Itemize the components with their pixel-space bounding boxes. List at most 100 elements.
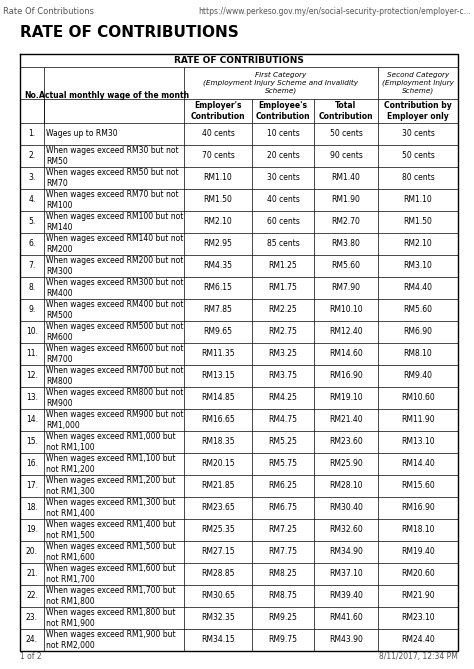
Text: RM18.35: RM18.35 [201,438,235,446]
Text: RM7.85: RM7.85 [203,306,232,314]
Text: RM2.70: RM2.70 [331,217,360,227]
Text: RM28.85: RM28.85 [201,569,235,579]
Text: RM19.40: RM19.40 [401,547,435,557]
Text: 30 cents: 30 cents [401,130,435,138]
Text: RM28.10: RM28.10 [329,482,363,490]
Text: RM15.60: RM15.60 [401,482,435,490]
Text: RM13.15: RM13.15 [201,371,235,381]
Text: RM34.90: RM34.90 [329,547,363,557]
Text: When wages exceed RM1,800 but
not RM1,900: When wages exceed RM1,800 but not RM1,90… [46,608,175,628]
Text: RM3.10: RM3.10 [403,262,432,270]
Text: When wages exceed RM50 but not
RM70: When wages exceed RM50 but not RM70 [46,169,179,188]
Text: RM8.10: RM8.10 [404,349,432,359]
Text: 19.: 19. [26,526,38,535]
Text: 2.: 2. [28,151,36,161]
Text: RM1.25: RM1.25 [269,262,297,270]
Text: RM3.25: RM3.25 [269,349,298,359]
Text: RM3.80: RM3.80 [331,240,360,248]
Text: RM9.75: RM9.75 [268,636,298,644]
Text: 60 cents: 60 cents [266,217,300,227]
Text: RM7.25: RM7.25 [269,526,298,535]
Text: First Category
(Employment Injury Scheme and Invalidity
Scheme): First Category (Employment Injury Scheme… [203,72,358,94]
Text: RM2.25: RM2.25 [269,306,297,314]
Text: 23.: 23. [26,613,38,622]
Text: 16.: 16. [26,460,38,468]
Text: When wages exceed RM300 but not
RM400: When wages exceed RM300 but not RM400 [46,278,183,298]
Text: RM1.50: RM1.50 [203,195,232,205]
Text: 21.: 21. [26,569,38,579]
Text: Second Category
(Employment Injury
Scheme): Second Category (Employment Injury Schem… [382,72,454,94]
Text: RM16.90: RM16.90 [329,371,363,381]
Text: RM9.65: RM9.65 [203,328,233,337]
Text: Actual monthly wage of the month: Actual monthly wage of the month [39,90,189,100]
Text: RM37.10: RM37.10 [329,569,363,579]
Text: RM9.25: RM9.25 [269,613,298,622]
Text: RM19.10: RM19.10 [329,393,363,403]
Text: RM7.90: RM7.90 [331,284,361,292]
Text: When wages exceed RM1,900 but
not RM2,000: When wages exceed RM1,900 but not RM2,00… [46,630,176,650]
Text: RM5.75: RM5.75 [268,460,298,468]
Text: RM14.60: RM14.60 [329,349,363,359]
Text: 70 cents: 70 cents [201,151,235,161]
Text: RM16.65: RM16.65 [201,415,235,425]
Text: 8/11/2017, 12:34 PM: 8/11/2017, 12:34 PM [379,652,458,661]
Text: Contribution by
Employer only: Contribution by Employer only [384,101,452,121]
Text: 13.: 13. [26,393,38,403]
Text: RM16.90: RM16.90 [401,504,435,512]
Text: RM34.15: RM34.15 [201,636,235,644]
Text: 1 of 2: 1 of 2 [20,652,42,661]
Text: RM25.35: RM25.35 [201,526,235,535]
Text: 10 cents: 10 cents [266,130,300,138]
Text: 7.: 7. [28,262,36,270]
Text: RM30.65: RM30.65 [201,591,235,601]
Text: 14.: 14. [26,415,38,425]
Text: 40 cents: 40 cents [266,195,300,205]
Text: 11.: 11. [26,349,38,359]
Text: Wages up to RM30: Wages up to RM30 [46,130,118,138]
Text: RM2.75: RM2.75 [269,328,298,337]
Text: When wages exceed RM1,100 but
not RM1,200: When wages exceed RM1,100 but not RM1,20… [46,454,175,474]
Text: RM11.35: RM11.35 [201,349,235,359]
Text: RM1.40: RM1.40 [331,173,360,183]
Text: RM1.75: RM1.75 [269,284,298,292]
Text: When wages exceed RM140 but not
RM200: When wages exceed RM140 but not RM200 [46,234,183,254]
Text: When wages exceed RM600 but not
RM700: When wages exceed RM600 but not RM700 [46,345,183,364]
Text: RM11.90: RM11.90 [401,415,435,425]
Text: 20.: 20. [26,547,38,557]
Text: RM9.40: RM9.40 [403,371,432,381]
Text: RM1.50: RM1.50 [403,217,432,227]
Text: https://www.perkeso.gov.my/en/social-security-protection/employer-c...: https://www.perkeso.gov.my/en/social-sec… [198,7,471,16]
Text: 10.: 10. [26,328,38,337]
Text: When wages exceed RM800 but not
RM900: When wages exceed RM800 but not RM900 [46,388,183,407]
Text: RM8.25: RM8.25 [269,569,297,579]
Text: 20 cents: 20 cents [266,151,300,161]
Text: 18.: 18. [26,504,38,512]
Text: RM5.60: RM5.60 [331,262,361,270]
Text: 8.: 8. [28,284,36,292]
Text: When wages exceed RM1,200 but
not RM1,300: When wages exceed RM1,200 but not RM1,30… [46,476,175,496]
Text: When wages exceed RM1,600 but
not RM1,700: When wages exceed RM1,600 but not RM1,70… [46,564,176,583]
Text: 12.: 12. [26,371,38,381]
Text: When wages exceed RM30 but not
RM50: When wages exceed RM30 but not RM50 [46,147,179,166]
Text: 22.: 22. [26,591,38,601]
Text: When wages exceed RM400 but not
RM500: When wages exceed RM400 but not RM500 [46,300,183,320]
Text: RM13.10: RM13.10 [401,438,435,446]
Text: RM4.25: RM4.25 [269,393,298,403]
Text: RM6.75: RM6.75 [268,504,298,512]
Text: When wages exceed RM1,000 but
not RM1,100: When wages exceed RM1,000 but not RM1,10… [46,432,176,452]
Text: RM6.90: RM6.90 [403,328,432,337]
Text: Rate Of Contributions: Rate Of Contributions [3,7,94,16]
Text: 40 cents: 40 cents [201,130,235,138]
Text: When wages exceed RM1,300 but
not RM1,400: When wages exceed RM1,300 but not RM1,40… [46,498,176,518]
Text: RM21.90: RM21.90 [401,591,435,601]
Text: 24.: 24. [26,636,38,644]
Text: When wages exceed RM200 but not
RM300: When wages exceed RM200 but not RM300 [46,256,183,276]
Text: RM25.90: RM25.90 [329,460,363,468]
Text: When wages exceed RM1,500 but
not RM1,600: When wages exceed RM1,500 but not RM1,60… [46,543,176,562]
Text: When wages exceed RM70 but not
RM100: When wages exceed RM70 but not RM100 [46,190,179,209]
Text: RM21.40: RM21.40 [329,415,363,425]
Text: Total
Contribution: Total Contribution [319,101,374,121]
Text: 50 cents: 50 cents [329,130,363,138]
Text: 5.: 5. [28,217,36,227]
Text: 50 cents: 50 cents [401,151,435,161]
